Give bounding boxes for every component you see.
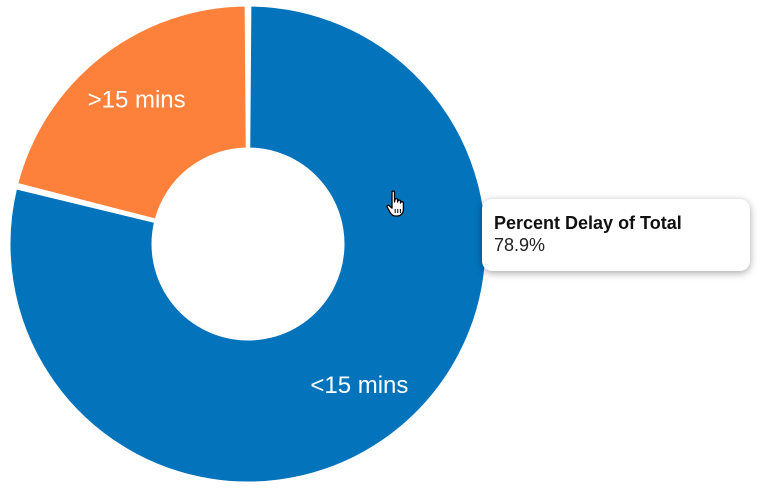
tooltip: Percent Delay of Total 78.9% [482,199,750,271]
slices-layer [9,5,487,483]
tooltip-title: Percent Delay of Total [494,212,738,234]
slice-label: <15 mins [310,372,408,399]
hand-pointer-icon [385,190,407,218]
slice-label: >15 mins [88,87,186,114]
tooltip-value: 78.9% [494,234,738,256]
